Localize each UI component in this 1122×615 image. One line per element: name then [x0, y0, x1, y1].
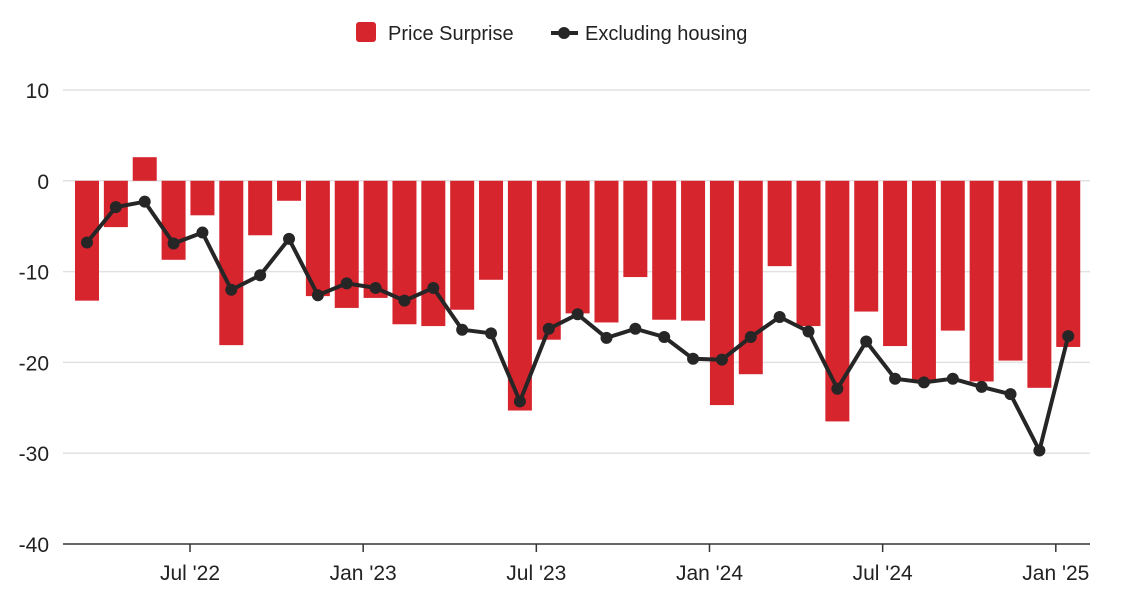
- bar: [825, 180, 850, 422]
- line-point: [802, 325, 815, 338]
- bar: [132, 157, 157, 181]
- bar: [277, 180, 302, 201]
- line-point: [225, 283, 238, 296]
- bar: [709, 180, 734, 406]
- y-axis-ticks: 10 0 -10 -20 -30 -40: [19, 80, 49, 557]
- bar: [565, 180, 590, 314]
- bar: [652, 180, 677, 320]
- line-point: [254, 269, 267, 282]
- line-point: [283, 232, 296, 245]
- bar: [767, 180, 792, 267]
- line-point: [715, 353, 728, 366]
- bar: [536, 180, 561, 340]
- x-tick-label: Jan '25: [1022, 562, 1089, 585]
- line-point: [369, 281, 382, 294]
- bar: [623, 180, 648, 278]
- x-tick-label: Jan '23: [330, 562, 397, 585]
- legend-label-price-surprise: Price Surprise: [388, 23, 514, 45]
- line-excluding-housing: [81, 195, 1075, 457]
- x-tick-label: Jan '24: [676, 562, 743, 585]
- bar: [940, 180, 965, 331]
- bar: [969, 180, 994, 382]
- line-point: [81, 236, 93, 249]
- line-point: [946, 372, 959, 385]
- line-point: [917, 376, 930, 389]
- legend-label-excluding-housing: Excluding housing: [585, 23, 747, 45]
- x-tick-label: Jul '24: [853, 562, 913, 585]
- legend: Price Surprise Excluding housing: [356, 22, 747, 45]
- line-point: [167, 237, 180, 250]
- bar: [998, 180, 1023, 361]
- line-point: [427, 281, 440, 294]
- bar: [450, 180, 475, 310]
- bar: [248, 180, 273, 236]
- line-point: [571, 308, 584, 321]
- bar: [363, 180, 388, 298]
- bar: [594, 180, 619, 323]
- y-tick-label: -30: [19, 443, 49, 466]
- line-point: [687, 352, 700, 365]
- line-point: [1004, 388, 1017, 401]
- bar: [854, 180, 879, 312]
- line-point: [600, 331, 613, 344]
- bar: [190, 180, 215, 216]
- y-tick-label: 10: [26, 80, 49, 103]
- y-tick-label: -20: [19, 352, 49, 375]
- bar: [507, 180, 532, 411]
- line-point: [975, 380, 988, 393]
- y-tick-label: -10: [19, 262, 49, 285]
- line-point: [744, 330, 757, 343]
- line-point: [109, 201, 122, 214]
- bar: [796, 180, 821, 327]
- line-point: [138, 195, 151, 208]
- bar: [421, 180, 446, 327]
- line-point: [658, 330, 671, 343]
- x-tick-label: Jul '23: [506, 562, 566, 585]
- x-axis: Jul '22 Jan '23 Jul '23 Jan '24 Jul '24 Jan '…: [63, 543, 1090, 585]
- line-point: [831, 382, 844, 395]
- y-tick-label: 0: [37, 171, 49, 194]
- line-point: [1062, 330, 1075, 343]
- line-point: [889, 372, 902, 385]
- bar: [1027, 180, 1052, 388]
- line-point: [456, 323, 469, 336]
- x-tick-label: Jul '22: [160, 562, 220, 585]
- line-point: [398, 294, 411, 307]
- line-point: [860, 335, 873, 348]
- bar: [911, 180, 936, 381]
- line-point: [513, 395, 526, 408]
- bar: [1056, 180, 1081, 347]
- y-tick-label: -40: [19, 534, 49, 557]
- legend-marker-excluding-housing: [558, 27, 570, 39]
- line-point: [311, 289, 324, 302]
- bar: [681, 180, 706, 321]
- line-point: [340, 277, 353, 290]
- legend-swatch-price-surprise: [356, 22, 376, 42]
- bar: [219, 180, 244, 346]
- line-point: [773, 311, 786, 323]
- line-point: [629, 322, 642, 335]
- line-point: [1033, 444, 1046, 457]
- bar: [479, 180, 504, 280]
- bar: [883, 180, 908, 347]
- line-point: [485, 327, 498, 340]
- bars-price-surprise: [75, 157, 1081, 422]
- line-point: [196, 226, 209, 239]
- line-point: [542, 322, 555, 335]
